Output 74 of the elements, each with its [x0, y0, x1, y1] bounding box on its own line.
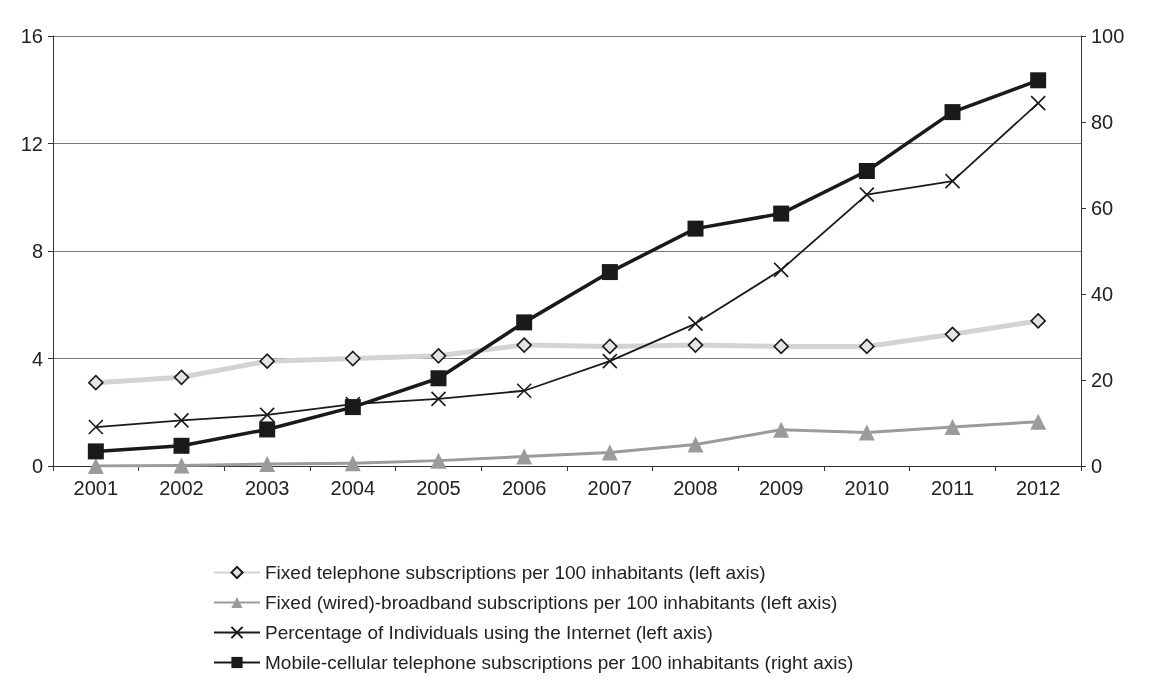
- point: [516, 337, 532, 353]
- point: [944, 173, 961, 189]
- y-tick-label: 16: [20, 25, 43, 47]
- y2-tick-label: 0: [1091, 455, 1103, 477]
- point: [773, 262, 789, 278]
- point: [173, 437, 190, 454]
- point: [601, 444, 618, 461]
- point: [1030, 95, 1046, 111]
- point: [173, 457, 190, 474]
- point: [430, 391, 447, 407]
- point: [773, 421, 790, 438]
- y-tick-label: 4: [31, 347, 43, 370]
- x-tick-label: 2005: [416, 477, 461, 499]
- point: [1030, 313, 1046, 329]
- point: [858, 424, 875, 441]
- point: [773, 338, 789, 355]
- point: [687, 220, 704, 237]
- y-tick-label: 8: [31, 240, 43, 262]
- point: [430, 348, 447, 364]
- point: [345, 396, 361, 412]
- point: [687, 337, 704, 353]
- point: [944, 419, 961, 436]
- point: [602, 338, 618, 355]
- point: [687, 315, 704, 332]
- point: [345, 350, 361, 367]
- point: [259, 353, 275, 369]
- point: [687, 436, 704, 453]
- y2-tick-label: 80: [1091, 111, 1114, 133]
- x-tick-label: 2002: [159, 477, 204, 499]
- x-tick-label: 2003: [244, 477, 290, 499]
- y2-tick-label: 100: [1091, 25, 1125, 47]
- point: [173, 412, 190, 429]
- x-tick-label: 2012: [1015, 477, 1061, 499]
- point: [1030, 413, 1047, 430]
- point: [602, 353, 618, 369]
- point: [259, 421, 276, 438]
- y-tick-label: 0: [31, 455, 43, 477]
- x-tick-label: 2011: [930, 477, 975, 499]
- point: [944, 104, 961, 121]
- x-tick-label: 2010: [844, 477, 890, 499]
- x-tick-label: 2009: [758, 477, 804, 499]
- point: [344, 455, 361, 472]
- x-tick-label: 2007: [587, 477, 633, 499]
- point: [259, 407, 275, 423]
- x-tick-label: 2001: [73, 477, 119, 499]
- point: [859, 338, 875, 355]
- point: [87, 443, 104, 460]
- point: [173, 369, 190, 386]
- legend-label: Fixed telephone subscriptions per 100 inhabitants (left axis): [265, 562, 766, 583]
- point: [516, 448, 533, 465]
- point: [88, 374, 104, 391]
- point: [259, 456, 276, 473]
- point: [430, 452, 447, 469]
- legend-label: Mobile-cellular telephone subscriptions per 100 inhabitants (right axis): [265, 652, 854, 673]
- y2-tick-label: 20: [1091, 369, 1114, 391]
- point: [88, 419, 104, 435]
- y2-tick-label: 60: [1091, 197, 1114, 219]
- point: [773, 205, 790, 222]
- legend-label: Percentage of Individuals using the Internet (left axis): [265, 622, 713, 643]
- legend-label: Fixed (wired)-broadband subscriptions per 100 inhabitants (left axis): [265, 592, 838, 613]
- point: [601, 264, 618, 281]
- point: [516, 382, 532, 399]
- point: [944, 326, 961, 343]
- x-tick-label: 2008: [673, 477, 718, 499]
- y2-tick-label: 40: [1091, 283, 1114, 305]
- x-tick-label: 2006: [501, 477, 547, 499]
- point: [516, 314, 533, 331]
- x-tick-label: 2004: [330, 477, 376, 499]
- point: [858, 163, 875, 180]
- y-tick-label: 12: [20, 132, 43, 155]
- point: [1030, 72, 1047, 89]
- point: [859, 186, 875, 203]
- point: [87, 458, 104, 474]
- point: [430, 370, 447, 387]
